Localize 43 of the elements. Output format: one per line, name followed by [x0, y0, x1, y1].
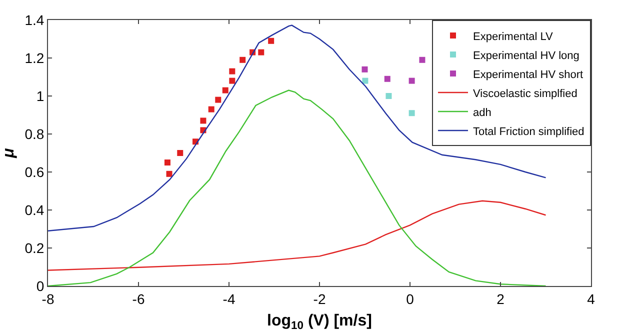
- legend-label: adh: [473, 106, 492, 119]
- point: [240, 56, 246, 63]
- point: [408, 110, 415, 116]
- y-tick-label: 0.2: [24, 240, 44, 256]
- y-tick-label: 1.4: [24, 12, 44, 28]
- point: [215, 96, 222, 103]
- y-tick-label: 0.4: [24, 202, 44, 218]
- point: [362, 78, 368, 84]
- line-series: [48, 200, 546, 271]
- point: [268, 38, 274, 44]
- x-tick-label: 0: [406, 290, 414, 307]
- point: [229, 68, 236, 74]
- x-tick-label: -8: [42, 290, 54, 307]
- x-tick-label: -4: [222, 290, 236, 307]
- point: [208, 106, 214, 112]
- legend-label: Total Friction simplified: [473, 126, 584, 138]
- y-tick-label: 0: [36, 278, 44, 294]
- x-axis-title: log$_{10}$ (V) [m/s]: [267, 312, 372, 332]
- point: [419, 56, 426, 63]
- point: [222, 87, 228, 94]
- point: [177, 150, 184, 156]
- x-tick-label: 2: [496, 290, 505, 307]
- point: [386, 93, 392, 99]
- legend-label: Experimental LV: [473, 30, 554, 43]
- point: [362, 66, 368, 72]
- legend-label: Experimental HV short: [473, 68, 584, 81]
- point: [200, 118, 206, 124]
- y-axis-title: μ: [0, 148, 18, 159]
- point: [258, 49, 264, 56]
- x-tick-label: 4: [587, 290, 596, 307]
- legend-label: Experimental HV long: [473, 50, 580, 62]
- point: [384, 76, 390, 82]
- x-tick-label: -2: [313, 290, 326, 307]
- point: [229, 78, 236, 84]
- point: [164, 160, 170, 166]
- y-tick-label: 1.2: [24, 50, 44, 66]
- legend-label: Viscoelastic simplfied: [473, 88, 578, 100]
- point: [166, 170, 172, 177]
- y-tick-label: 0.6: [24, 164, 44, 180]
- point: [408, 78, 415, 84]
- y-tick-label: 0.8: [24, 126, 44, 142]
- x-tick-label: -6: [132, 290, 145, 307]
- y-tick-label: 1: [36, 88, 44, 104]
